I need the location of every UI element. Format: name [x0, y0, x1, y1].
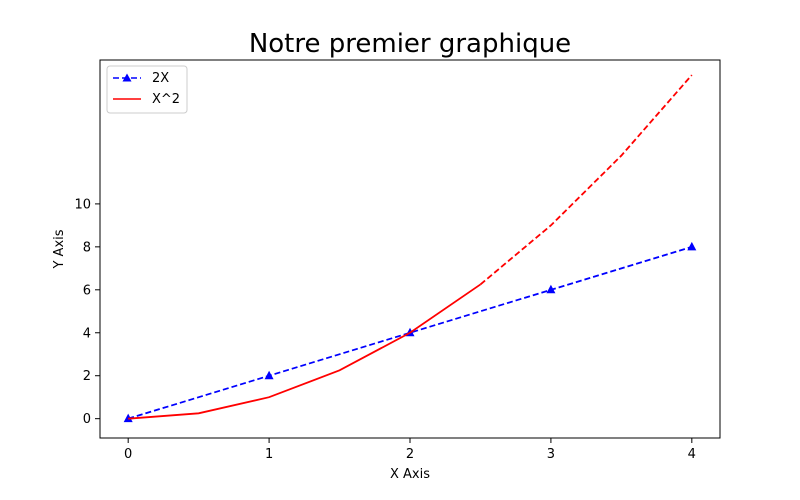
y-tick-label: 8	[83, 240, 91, 255]
y-axis: 0 2 4 6 8 10	[74, 197, 100, 427]
y-tick-label: 10	[74, 197, 91, 212]
y-tick-label: 2	[83, 369, 91, 384]
series-x2-line-dashed	[479, 74, 693, 286]
y-tick-label: 6	[83, 283, 91, 298]
x-tick-label: 4	[688, 447, 696, 462]
x-tick-label: 1	[265, 447, 273, 462]
plot-area	[123, 74, 697, 423]
x-tick-label: 2	[406, 447, 414, 462]
legend-2x-label: 2X	[152, 71, 169, 86]
legend-2x-triangle-icon	[122, 73, 132, 82]
x-tick-label: 3	[547, 447, 555, 462]
series-x2-line-solid	[128, 283, 481, 420]
chart-title: Notre premier graphique	[249, 29, 571, 59]
y-tick-label: 4	[83, 326, 91, 341]
legend-x2-label: X^2	[152, 92, 180, 107]
x-axis: 0 1 2 3 4	[124, 438, 696, 462]
y-tick-label: 0	[83, 412, 91, 427]
legend: 2X X^2	[106, 65, 188, 114]
x-tick-label: 0	[124, 447, 132, 462]
y-axis-label: Y Axis	[52, 229, 67, 269]
series-2x-line	[127, 245, 693, 420]
x-axis-label: X Axis	[390, 467, 430, 482]
series-2x-point	[546, 284, 556, 294]
series-2x-point	[264, 370, 274, 380]
plot-frame	[99, 59, 721, 439]
series-2x-point	[687, 241, 697, 251]
